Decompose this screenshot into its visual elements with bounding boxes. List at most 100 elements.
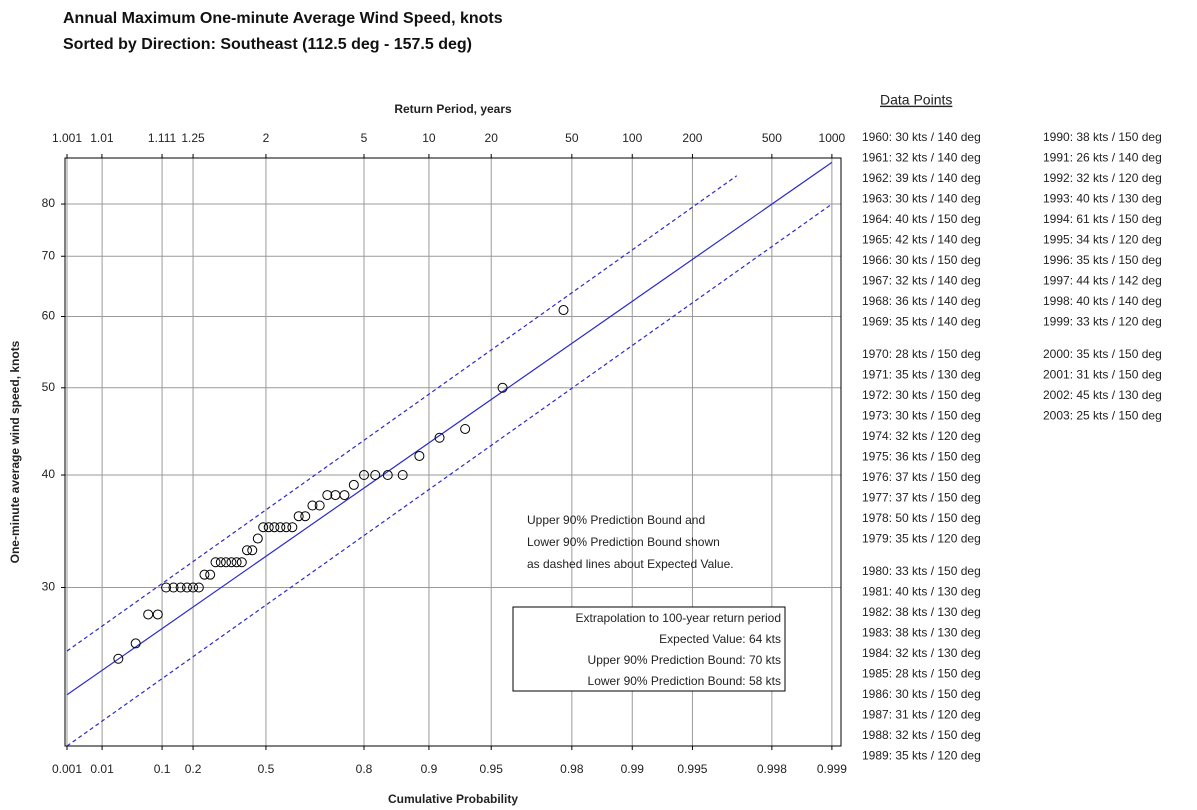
data-point-entry: 2000: 35 kts / 150 deg xyxy=(1043,347,1162,361)
data-points-title: Data Points xyxy=(880,92,952,108)
extrapolation-text: Upper 90% Prediction Bound: 70 kts xyxy=(588,653,781,667)
x-tick-label: 0.1 xyxy=(154,762,171,776)
bound-line xyxy=(66,203,833,746)
data-point xyxy=(161,582,172,593)
x2-tick-label: 10 xyxy=(422,131,436,145)
x-tick-label: 0.98 xyxy=(560,762,584,776)
x-tick-label: 0.9 xyxy=(421,762,438,776)
data-point-entry: 1980: 33 kts / 150 deg xyxy=(862,564,981,578)
y-tick-label: 80 xyxy=(42,196,56,210)
data-point-entry: 1992: 32 kts / 120 deg xyxy=(1043,171,1162,185)
data-point xyxy=(152,609,163,620)
data-point-entry: 1961: 32 kts / 140 deg xyxy=(862,151,981,165)
data-point-entry: 1965: 42 kts / 140 deg xyxy=(862,233,981,247)
chart-subtitle: Sorted by Direction: Southeast (112.5 de… xyxy=(63,36,472,53)
data-point-entry: 1999: 33 kts / 120 deg xyxy=(1043,315,1162,329)
data-point-entry: 1998: 40 kts / 140 deg xyxy=(1043,294,1162,308)
data-point-entry: 1993: 40 kts / 130 deg xyxy=(1043,192,1162,206)
data-point xyxy=(370,470,381,481)
data-point-entry: 1988: 32 kts / 150 deg xyxy=(862,728,981,742)
data-point-entry: 1967: 32 kts / 140 deg xyxy=(862,274,981,288)
data-point xyxy=(182,582,193,593)
data-point-entry: 1986: 30 kts / 150 deg xyxy=(862,687,981,701)
extrapolation-box xyxy=(512,606,786,692)
x-tick-label: 0.2 xyxy=(185,762,202,776)
annotation: Lower 90% Prediction Bound shown xyxy=(527,535,720,549)
x-tick-label: 0.995 xyxy=(677,762,707,776)
x-tick-label: 0.01 xyxy=(90,762,114,776)
data-point xyxy=(348,479,359,490)
x2-tick-label: 1000 xyxy=(819,131,846,145)
data-point xyxy=(175,582,186,593)
data-point xyxy=(199,569,210,580)
data-point-entry: 1976: 37 kts / 150 deg xyxy=(862,470,981,484)
data-point-entry: 1962: 39 kts / 140 deg xyxy=(862,171,981,185)
x2-tick-label: 1.25 xyxy=(181,131,205,145)
data-point-entry: 1972: 30 kts / 150 deg xyxy=(862,388,981,402)
data-point xyxy=(460,423,471,434)
data-point xyxy=(414,450,425,461)
data-point xyxy=(236,557,247,568)
data-point xyxy=(359,470,370,481)
data-point xyxy=(113,653,124,664)
data-point-entry: 1968: 36 kts / 140 deg xyxy=(862,294,981,308)
x-tick-label: 0.8 xyxy=(356,762,373,776)
y-tick-label: 30 xyxy=(42,580,56,594)
x2-tick-label: 5 xyxy=(361,131,368,145)
data-point xyxy=(205,569,216,580)
data-point-entry: 1995: 34 kts / 120 deg xyxy=(1043,233,1162,247)
x2-tick-label: 100 xyxy=(622,131,642,145)
data-point xyxy=(558,305,569,316)
data-point-entry: 1991: 26 kts / 140 deg xyxy=(1043,151,1162,165)
data-point xyxy=(247,545,258,556)
data-point xyxy=(263,522,274,533)
data-point xyxy=(193,582,204,593)
x-tick-label: 0.998 xyxy=(757,762,787,776)
x2-tick-label: 2 xyxy=(263,131,270,145)
data-point xyxy=(275,522,286,533)
data-point-entry: 1963: 30 kts / 140 deg xyxy=(862,192,981,206)
data-point xyxy=(215,557,226,568)
data-point-entry: 1989: 35 kts / 120 deg xyxy=(862,749,981,763)
data-point xyxy=(242,545,253,556)
data-point xyxy=(269,522,280,533)
data-point-entry: 1994: 61 kts / 150 deg xyxy=(1043,212,1162,226)
x2-tick-label: 50 xyxy=(565,131,579,145)
data-point-entry: 1969: 35 kts / 140 deg xyxy=(862,315,981,329)
data-point-entry: 1996: 35 kts / 150 deg xyxy=(1043,253,1162,267)
x-tick-label: 0.95 xyxy=(480,762,504,776)
data-point-entry: 1966: 30 kts / 150 deg xyxy=(862,253,981,267)
data-point-entry: 1978: 50 kts / 150 deg xyxy=(862,511,981,525)
x2-tick-label: 1.01 xyxy=(90,131,114,145)
extrapolation-text: Expected Value: 64 kts xyxy=(659,632,781,646)
data-point-entry: 1975: 36 kts / 150 deg xyxy=(862,450,981,464)
data-point-entry: 1973: 30 kts / 150 deg xyxy=(862,409,981,423)
annotation: as dashed lines about Expected Value. xyxy=(527,557,734,571)
x-tick-label: 0.5 xyxy=(258,762,275,776)
plot-frame xyxy=(64,157,842,747)
plot-area xyxy=(66,161,833,746)
data-point xyxy=(231,557,242,568)
bound-line xyxy=(66,175,738,652)
x2-tick-label: 20 xyxy=(485,131,499,145)
data-point xyxy=(382,470,393,481)
data-point xyxy=(168,582,179,593)
x-tick-label: 0.001 xyxy=(52,762,82,776)
data-point-entry: 1997: 44 kts / 142 deg xyxy=(1043,274,1162,288)
extrapolation-text: Lower 90% Prediction Bound: 58 kts xyxy=(588,674,781,688)
data-point xyxy=(293,511,304,522)
data-point xyxy=(314,500,325,511)
data-point xyxy=(434,432,445,443)
data-point-entry: 1981: 40 kts / 130 deg xyxy=(862,585,981,599)
annotation: Upper 90% Prediction Bound and xyxy=(527,513,705,527)
data-point xyxy=(322,490,333,501)
y-tick-label: 60 xyxy=(42,309,56,323)
extrapolation-text: Extrapolation to 100-year return period xyxy=(576,611,781,625)
data-point xyxy=(188,582,199,593)
data-point xyxy=(258,522,269,533)
data-point xyxy=(281,522,292,533)
data-point-entry: 1985: 28 kts / 150 deg xyxy=(862,667,981,681)
data-point xyxy=(226,557,237,568)
data-point xyxy=(130,638,141,649)
